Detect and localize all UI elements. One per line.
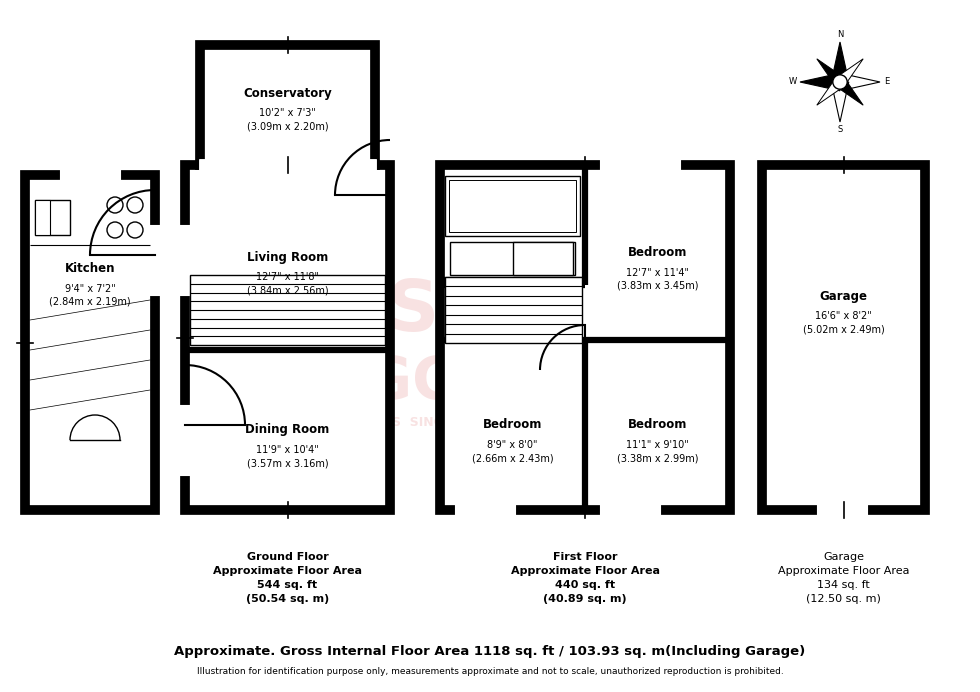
Text: Ground Floor
Approximate Floor Area
544 sq. ft
(50.54 sq. m): Ground Floor Approximate Floor Area 544 … — [213, 552, 362, 604]
Text: 16'6" x 8'2"
(5.02m x 2.49m): 16'6" x 8'2" (5.02m x 2.49m) — [803, 311, 884, 334]
Text: Illustration for identification purpose only, measurements approximate and not t: Illustration for identification purpose … — [197, 668, 783, 677]
Text: Garage
Approximate Floor Area
134 sq. ft
(12.50 sq. m): Garage Approximate Floor Area 134 sq. ft… — [778, 552, 909, 604]
Text: Conservatory: Conservatory — [243, 86, 332, 100]
Text: S: S — [837, 125, 843, 134]
Text: Dining Room: Dining Room — [245, 424, 329, 437]
Text: Kitchen: Kitchen — [65, 262, 116, 275]
Text: Bedroom: Bedroom — [628, 246, 687, 259]
Text: W: W — [789, 78, 797, 86]
Text: MANSELL: MANSELL — [199, 277, 581, 347]
Text: Garage: Garage — [819, 289, 867, 302]
Text: ESTATE  AGENTS  SINCE  1946: ESTATE AGENTS SINCE 1946 — [285, 415, 495, 428]
Bar — [445, 176, 580, 236]
Text: 8'9" x 8'0"
(2.66m x 2.43m): 8'9" x 8'0" (2.66m x 2.43m) — [471, 440, 554, 463]
Text: First Floor
Approximate Floor Area
440 sq. ft
(40.89 sq. m): First Floor Approximate Floor Area 440 s… — [511, 552, 660, 604]
Text: 11'9" x 10'4"
(3.57m x 3.16m): 11'9" x 10'4" (3.57m x 3.16m) — [247, 445, 328, 468]
Bar — [185, 165, 390, 510]
Text: 12'7" x 11'4"
(3.83m x 3.45m): 12'7" x 11'4" (3.83m x 3.45m) — [616, 268, 698, 291]
Bar — [190, 275, 385, 345]
Polygon shape — [816, 59, 844, 86]
Polygon shape — [831, 82, 849, 122]
Bar — [450, 242, 575, 275]
Bar — [35, 200, 50, 235]
Text: 10'2" x 7'3"
(3.09m x 2.20m): 10'2" x 7'3" (3.09m x 2.20m) — [247, 108, 328, 131]
Text: Bedroom: Bedroom — [483, 419, 542, 432]
Bar — [200, 45, 375, 165]
Text: Bedroom: Bedroom — [628, 419, 687, 432]
Polygon shape — [831, 42, 849, 82]
Polygon shape — [840, 73, 880, 91]
Polygon shape — [816, 78, 844, 105]
Bar — [762, 165, 925, 510]
Bar — [513, 242, 573, 275]
Text: McTAGGART: McTAGGART — [192, 354, 588, 410]
Polygon shape — [836, 59, 863, 86]
Text: 11'1" x 9'10"
(3.38m x 2.99m): 11'1" x 9'10" (3.38m x 2.99m) — [616, 440, 698, 463]
Text: 12'7" x 11'8"
(3.84m x 2.56m): 12'7" x 11'8" (3.84m x 2.56m) — [247, 273, 328, 295]
Bar — [449, 179, 576, 232]
Text: Living Room: Living Room — [247, 251, 328, 264]
Circle shape — [833, 75, 847, 89]
Text: Approximate. Gross Internal Floor Area 1118 sq. ft / 103.93 sq. m(Including Gara: Approximate. Gross Internal Floor Area 1… — [174, 646, 806, 659]
Text: N: N — [837, 30, 843, 39]
Bar — [35, 200, 70, 235]
Bar — [25, 175, 155, 510]
Polygon shape — [800, 73, 840, 91]
Bar — [445, 277, 582, 343]
Polygon shape — [836, 78, 863, 105]
Text: E: E — [885, 78, 890, 86]
Text: 9'4" x 7'2"
(2.84m x 2.19m): 9'4" x 7'2" (2.84m x 2.19m) — [49, 284, 130, 307]
Bar — [440, 165, 730, 510]
